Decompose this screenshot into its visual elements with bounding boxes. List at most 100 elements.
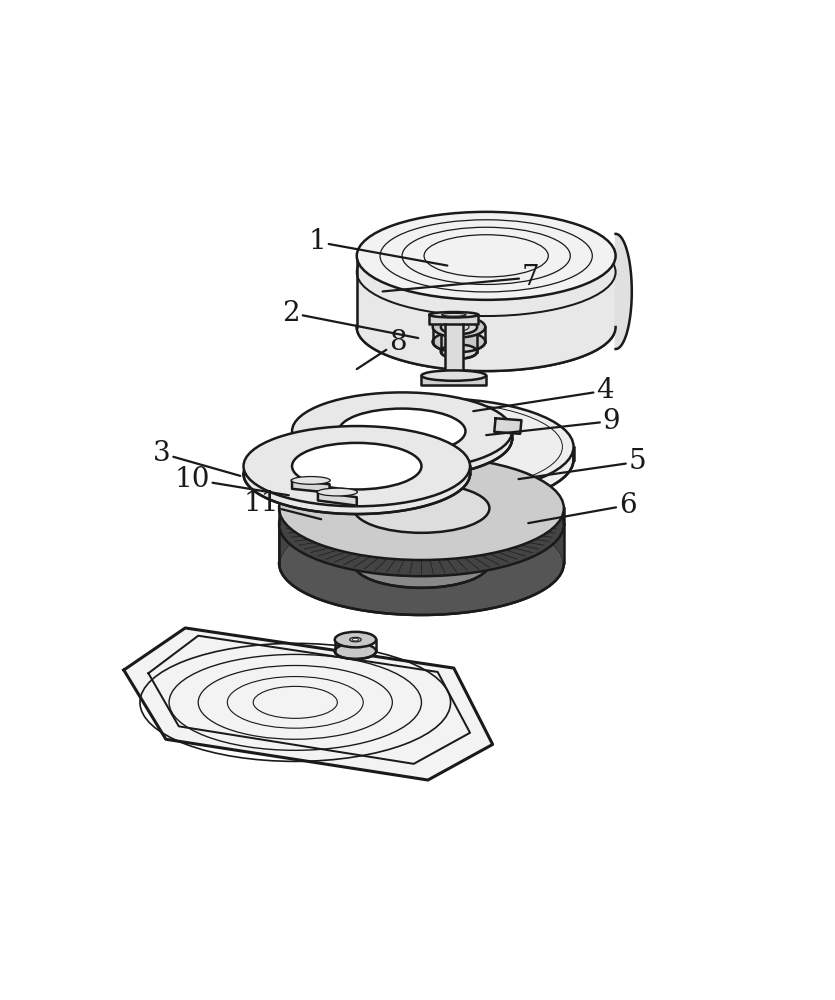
Polygon shape: [541, 497, 543, 536]
Polygon shape: [549, 501, 550, 541]
Polygon shape: [338, 482, 341, 521]
Ellipse shape: [296, 411, 574, 508]
Polygon shape: [423, 473, 426, 511]
Polygon shape: [453, 474, 456, 513]
Polygon shape: [311, 491, 312, 531]
Polygon shape: [318, 488, 321, 528]
Polygon shape: [456, 474, 458, 513]
Polygon shape: [553, 504, 554, 544]
Ellipse shape: [353, 539, 489, 588]
Polygon shape: [305, 494, 306, 534]
Polygon shape: [408, 473, 411, 512]
Ellipse shape: [339, 416, 465, 462]
Polygon shape: [527, 490, 529, 529]
Polygon shape: [292, 480, 330, 493]
Ellipse shape: [292, 400, 512, 478]
Polygon shape: [357, 212, 615, 371]
Polygon shape: [314, 490, 316, 529]
Polygon shape: [504, 482, 507, 522]
Ellipse shape: [373, 438, 496, 481]
Polygon shape: [322, 486, 325, 526]
Polygon shape: [341, 481, 343, 521]
Text: 7: 7: [382, 264, 539, 291]
Text: 5: 5: [519, 448, 646, 479]
Polygon shape: [393, 473, 396, 513]
Polygon shape: [507, 483, 509, 522]
Polygon shape: [417, 473, 420, 511]
Ellipse shape: [244, 426, 470, 506]
Polygon shape: [285, 509, 286, 549]
Ellipse shape: [433, 331, 485, 352]
Polygon shape: [352, 479, 354, 518]
Ellipse shape: [441, 320, 477, 334]
Polygon shape: [473, 476, 476, 515]
Text: 1: 1: [308, 228, 448, 266]
Polygon shape: [301, 496, 303, 535]
Polygon shape: [487, 478, 489, 518]
Polygon shape: [422, 376, 486, 385]
Ellipse shape: [422, 370, 486, 381]
Polygon shape: [420, 473, 423, 511]
Polygon shape: [405, 473, 408, 512]
Ellipse shape: [433, 317, 485, 337]
Polygon shape: [291, 502, 293, 542]
Polygon shape: [303, 495, 305, 534]
Polygon shape: [554, 506, 556, 546]
Polygon shape: [444, 473, 447, 512]
Polygon shape: [373, 475, 376, 515]
Polygon shape: [558, 509, 559, 549]
Polygon shape: [312, 490, 314, 530]
Polygon shape: [445, 324, 463, 376]
Ellipse shape: [352, 638, 358, 641]
Polygon shape: [516, 486, 519, 525]
Polygon shape: [337, 482, 338, 522]
Polygon shape: [297, 498, 298, 538]
Polygon shape: [343, 481, 346, 520]
Polygon shape: [450, 474, 453, 513]
Polygon shape: [387, 474, 390, 513]
Polygon shape: [464, 475, 467, 514]
Polygon shape: [512, 484, 514, 524]
Polygon shape: [544, 498, 546, 538]
Polygon shape: [550, 502, 551, 542]
Polygon shape: [467, 475, 470, 515]
Text: 3: 3: [153, 440, 240, 476]
Text: 4: 4: [473, 377, 614, 411]
Polygon shape: [365, 477, 367, 516]
Ellipse shape: [429, 312, 478, 317]
Polygon shape: [476, 477, 478, 516]
Polygon shape: [531, 491, 533, 531]
Ellipse shape: [339, 409, 465, 454]
Ellipse shape: [292, 451, 422, 497]
Polygon shape: [524, 489, 527, 528]
Ellipse shape: [373, 425, 496, 468]
Polygon shape: [529, 490, 531, 530]
Polygon shape: [414, 473, 417, 512]
Polygon shape: [534, 493, 536, 533]
Polygon shape: [548, 500, 549, 540]
Ellipse shape: [353, 500, 489, 549]
Polygon shape: [411, 473, 414, 512]
Polygon shape: [294, 500, 296, 540]
Polygon shape: [432, 473, 435, 512]
Polygon shape: [483, 478, 487, 517]
Polygon shape: [354, 478, 357, 518]
Polygon shape: [289, 504, 291, 544]
Ellipse shape: [244, 434, 470, 514]
Polygon shape: [390, 474, 393, 513]
Polygon shape: [429, 473, 432, 512]
Polygon shape: [543, 497, 544, 537]
Polygon shape: [556, 507, 557, 547]
Polygon shape: [462, 475, 464, 514]
Polygon shape: [357, 478, 359, 517]
Polygon shape: [384, 474, 387, 513]
Polygon shape: [438, 473, 441, 512]
Polygon shape: [359, 477, 362, 517]
Polygon shape: [615, 234, 632, 349]
Polygon shape: [326, 485, 329, 525]
Polygon shape: [523, 488, 524, 528]
Polygon shape: [435, 473, 438, 512]
Polygon shape: [520, 487, 523, 527]
Text: 6: 6: [529, 492, 636, 523]
Polygon shape: [321, 487, 322, 527]
